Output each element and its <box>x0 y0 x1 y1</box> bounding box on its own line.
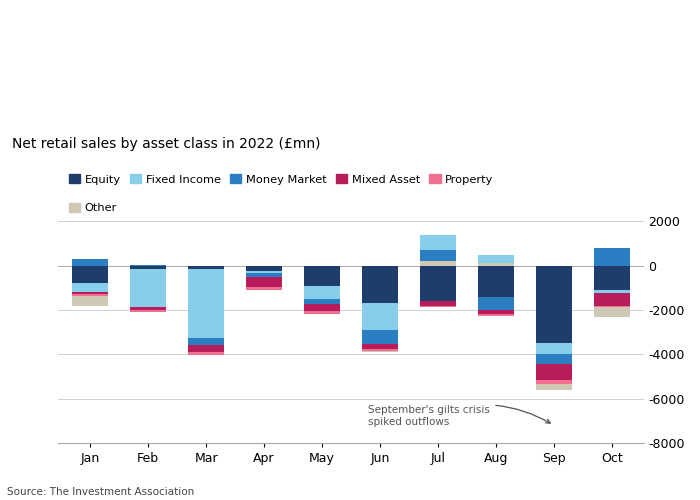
Bar <box>536 343 572 354</box>
Bar <box>188 352 224 356</box>
Bar <box>478 310 514 314</box>
Legend: Other: Other <box>64 198 122 218</box>
Bar <box>188 269 224 338</box>
Bar <box>536 364 572 380</box>
Bar <box>130 310 166 312</box>
Bar <box>420 261 456 266</box>
Bar <box>594 294 630 306</box>
Bar <box>362 349 398 350</box>
Bar <box>188 346 224 352</box>
Bar <box>246 274 282 276</box>
Text: Source: The Investment Association: Source: The Investment Association <box>7 487 195 497</box>
Bar <box>72 266 108 283</box>
Bar <box>246 276 282 286</box>
Bar <box>594 308 630 318</box>
Bar <box>594 248 630 266</box>
Bar <box>536 380 572 384</box>
Bar <box>304 304 340 311</box>
Bar <box>72 296 108 306</box>
Bar <box>130 306 166 310</box>
Bar <box>72 294 108 296</box>
Bar <box>420 250 456 261</box>
Bar <box>246 266 282 271</box>
Bar <box>188 338 224 345</box>
Bar <box>304 299 340 304</box>
Bar <box>304 311 340 314</box>
Bar <box>420 234 456 250</box>
Bar <box>362 350 398 352</box>
Bar <box>362 330 398 344</box>
Bar <box>72 292 108 294</box>
Bar <box>246 271 282 274</box>
Bar <box>478 314 514 316</box>
Bar <box>478 266 514 296</box>
Bar <box>130 269 166 306</box>
Bar <box>362 266 398 304</box>
Bar <box>246 286 282 290</box>
Bar <box>594 266 630 290</box>
Bar <box>130 264 166 266</box>
Bar <box>420 301 456 306</box>
Bar <box>536 354 572 364</box>
Bar <box>478 296 514 310</box>
Bar <box>362 304 398 330</box>
Bar <box>478 254 514 264</box>
Bar <box>594 290 630 294</box>
Bar <box>478 264 514 266</box>
Text: September's gilts crisis
spiked outflows: September's gilts crisis spiked outflows <box>368 406 550 427</box>
Bar <box>536 384 572 390</box>
Bar <box>130 266 166 269</box>
Bar <box>420 306 456 308</box>
Bar <box>72 284 108 292</box>
Bar <box>420 266 456 301</box>
Bar <box>304 286 340 299</box>
Bar <box>536 266 572 343</box>
Bar <box>594 306 630 308</box>
Bar <box>72 259 108 266</box>
Bar <box>304 266 340 285</box>
Bar <box>362 344 398 349</box>
Text: Net retail sales by asset class in 2022 (£mn): Net retail sales by asset class in 2022 … <box>12 137 320 151</box>
Bar <box>188 266 224 269</box>
